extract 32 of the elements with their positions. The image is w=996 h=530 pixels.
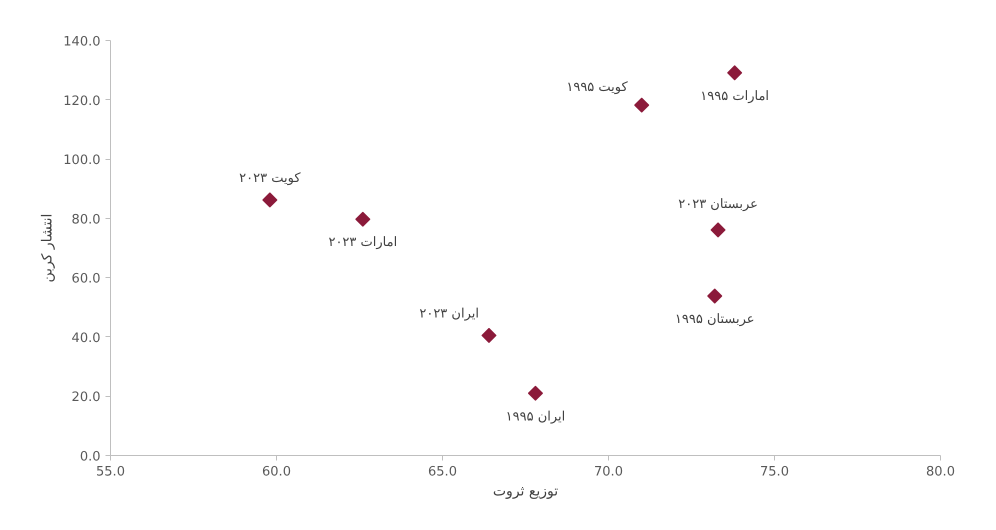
annotation: عربستان ۱۹۹۵ xyxy=(674,312,755,328)
x-tick-label: 80.0 xyxy=(926,464,955,480)
annotation: ایران ۱۹۹۵ xyxy=(506,409,566,424)
y-tick-label: 100.0 xyxy=(63,153,100,168)
annotation: عربستان ۲۰۲۳ xyxy=(678,196,758,212)
y-tick-label: 60.0 xyxy=(72,272,101,287)
point xyxy=(528,386,544,401)
point xyxy=(727,65,742,80)
y-tick-label: 80.0 xyxy=(72,212,101,228)
y-tick-label: 0.0 xyxy=(80,450,101,464)
point xyxy=(710,222,726,238)
x-tick-label: 60.0 xyxy=(262,464,291,480)
y-tick-label: 120.0 xyxy=(63,94,100,109)
annotation: امارات ۲۰۲۳ xyxy=(328,235,398,250)
annotation: کویت ۲۰۲۳ xyxy=(239,170,302,186)
annotation: امارات ۱۹۹۵ xyxy=(700,88,770,104)
point xyxy=(481,328,497,344)
y-axis-title: انتشار کربن xyxy=(39,214,56,282)
point xyxy=(634,98,650,113)
point xyxy=(262,192,278,208)
x-axis-title: توزیع ثروت xyxy=(492,484,558,500)
x-tick-label: 70.0 xyxy=(594,464,623,480)
y-tick-label: 40.0 xyxy=(72,330,101,346)
x-tick-label: 75.0 xyxy=(760,464,789,480)
x-tick-label: 65.0 xyxy=(428,464,457,480)
annotation: کویت ۱۹۹۵ xyxy=(566,80,629,96)
annotation: ایران ۲۰۲۳ xyxy=(419,306,479,322)
y-tick-label: 20.0 xyxy=(72,390,101,406)
point xyxy=(355,212,370,227)
point xyxy=(707,288,722,304)
x-tick-label: 55.0 xyxy=(96,464,125,480)
y-tick-label: 140.0 xyxy=(63,34,100,50)
